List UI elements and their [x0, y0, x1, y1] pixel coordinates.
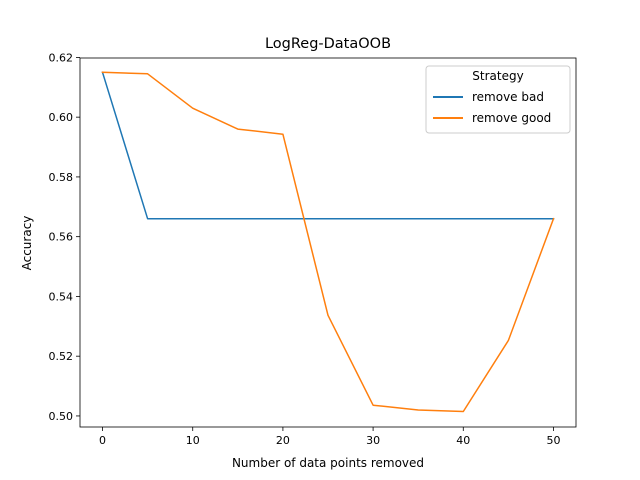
y-tick-label: 0.54 — [49, 290, 74, 303]
legend-label-remove-bad: remove bad — [472, 90, 544, 104]
plot-frame — [79, 57, 577, 428]
series-layer — [101, 71, 555, 413]
x-tick-label: 30 — [366, 434, 380, 447]
axes-layer: 0 10 20 30 40 50 0.50 0.52 0.54 0.56 0.58 0.60 0.62 — [49, 51, 577, 447]
x-tick-label: 20 — [276, 434, 290, 447]
y-tick-label: 0.60 — [49, 111, 74, 124]
y-tick-label: 0.52 — [49, 350, 74, 363]
y-tick-label: 0.58 — [49, 171, 74, 184]
series-line-1 — [101, 71, 555, 413]
x-tick-label: 40 — [456, 434, 470, 447]
y-tick-label: 0.62 — [49, 51, 74, 64]
x-tick-label: 0 — [99, 434, 106, 447]
legend: Strategy remove bad remove good — [425, 65, 571, 134]
x-tick-label: 10 — [186, 434, 200, 447]
y-axis-label: Accuracy — [20, 216, 34, 271]
series-line-0 — [101, 71, 555, 220]
y-tick-label: 0.50 — [49, 410, 74, 423]
chart-title: LogReg-DataOOB — [265, 36, 391, 52]
x-tick-label: 50 — [546, 434, 560, 447]
legend-box — [425, 65, 571, 134]
legend-label-remove-good: remove good — [472, 111, 551, 125]
y-tick-label: 0.56 — [49, 231, 74, 244]
legend-title: Strategy — [472, 69, 523, 83]
x-axis-label: Number of data points removed — [232, 456, 424, 470]
